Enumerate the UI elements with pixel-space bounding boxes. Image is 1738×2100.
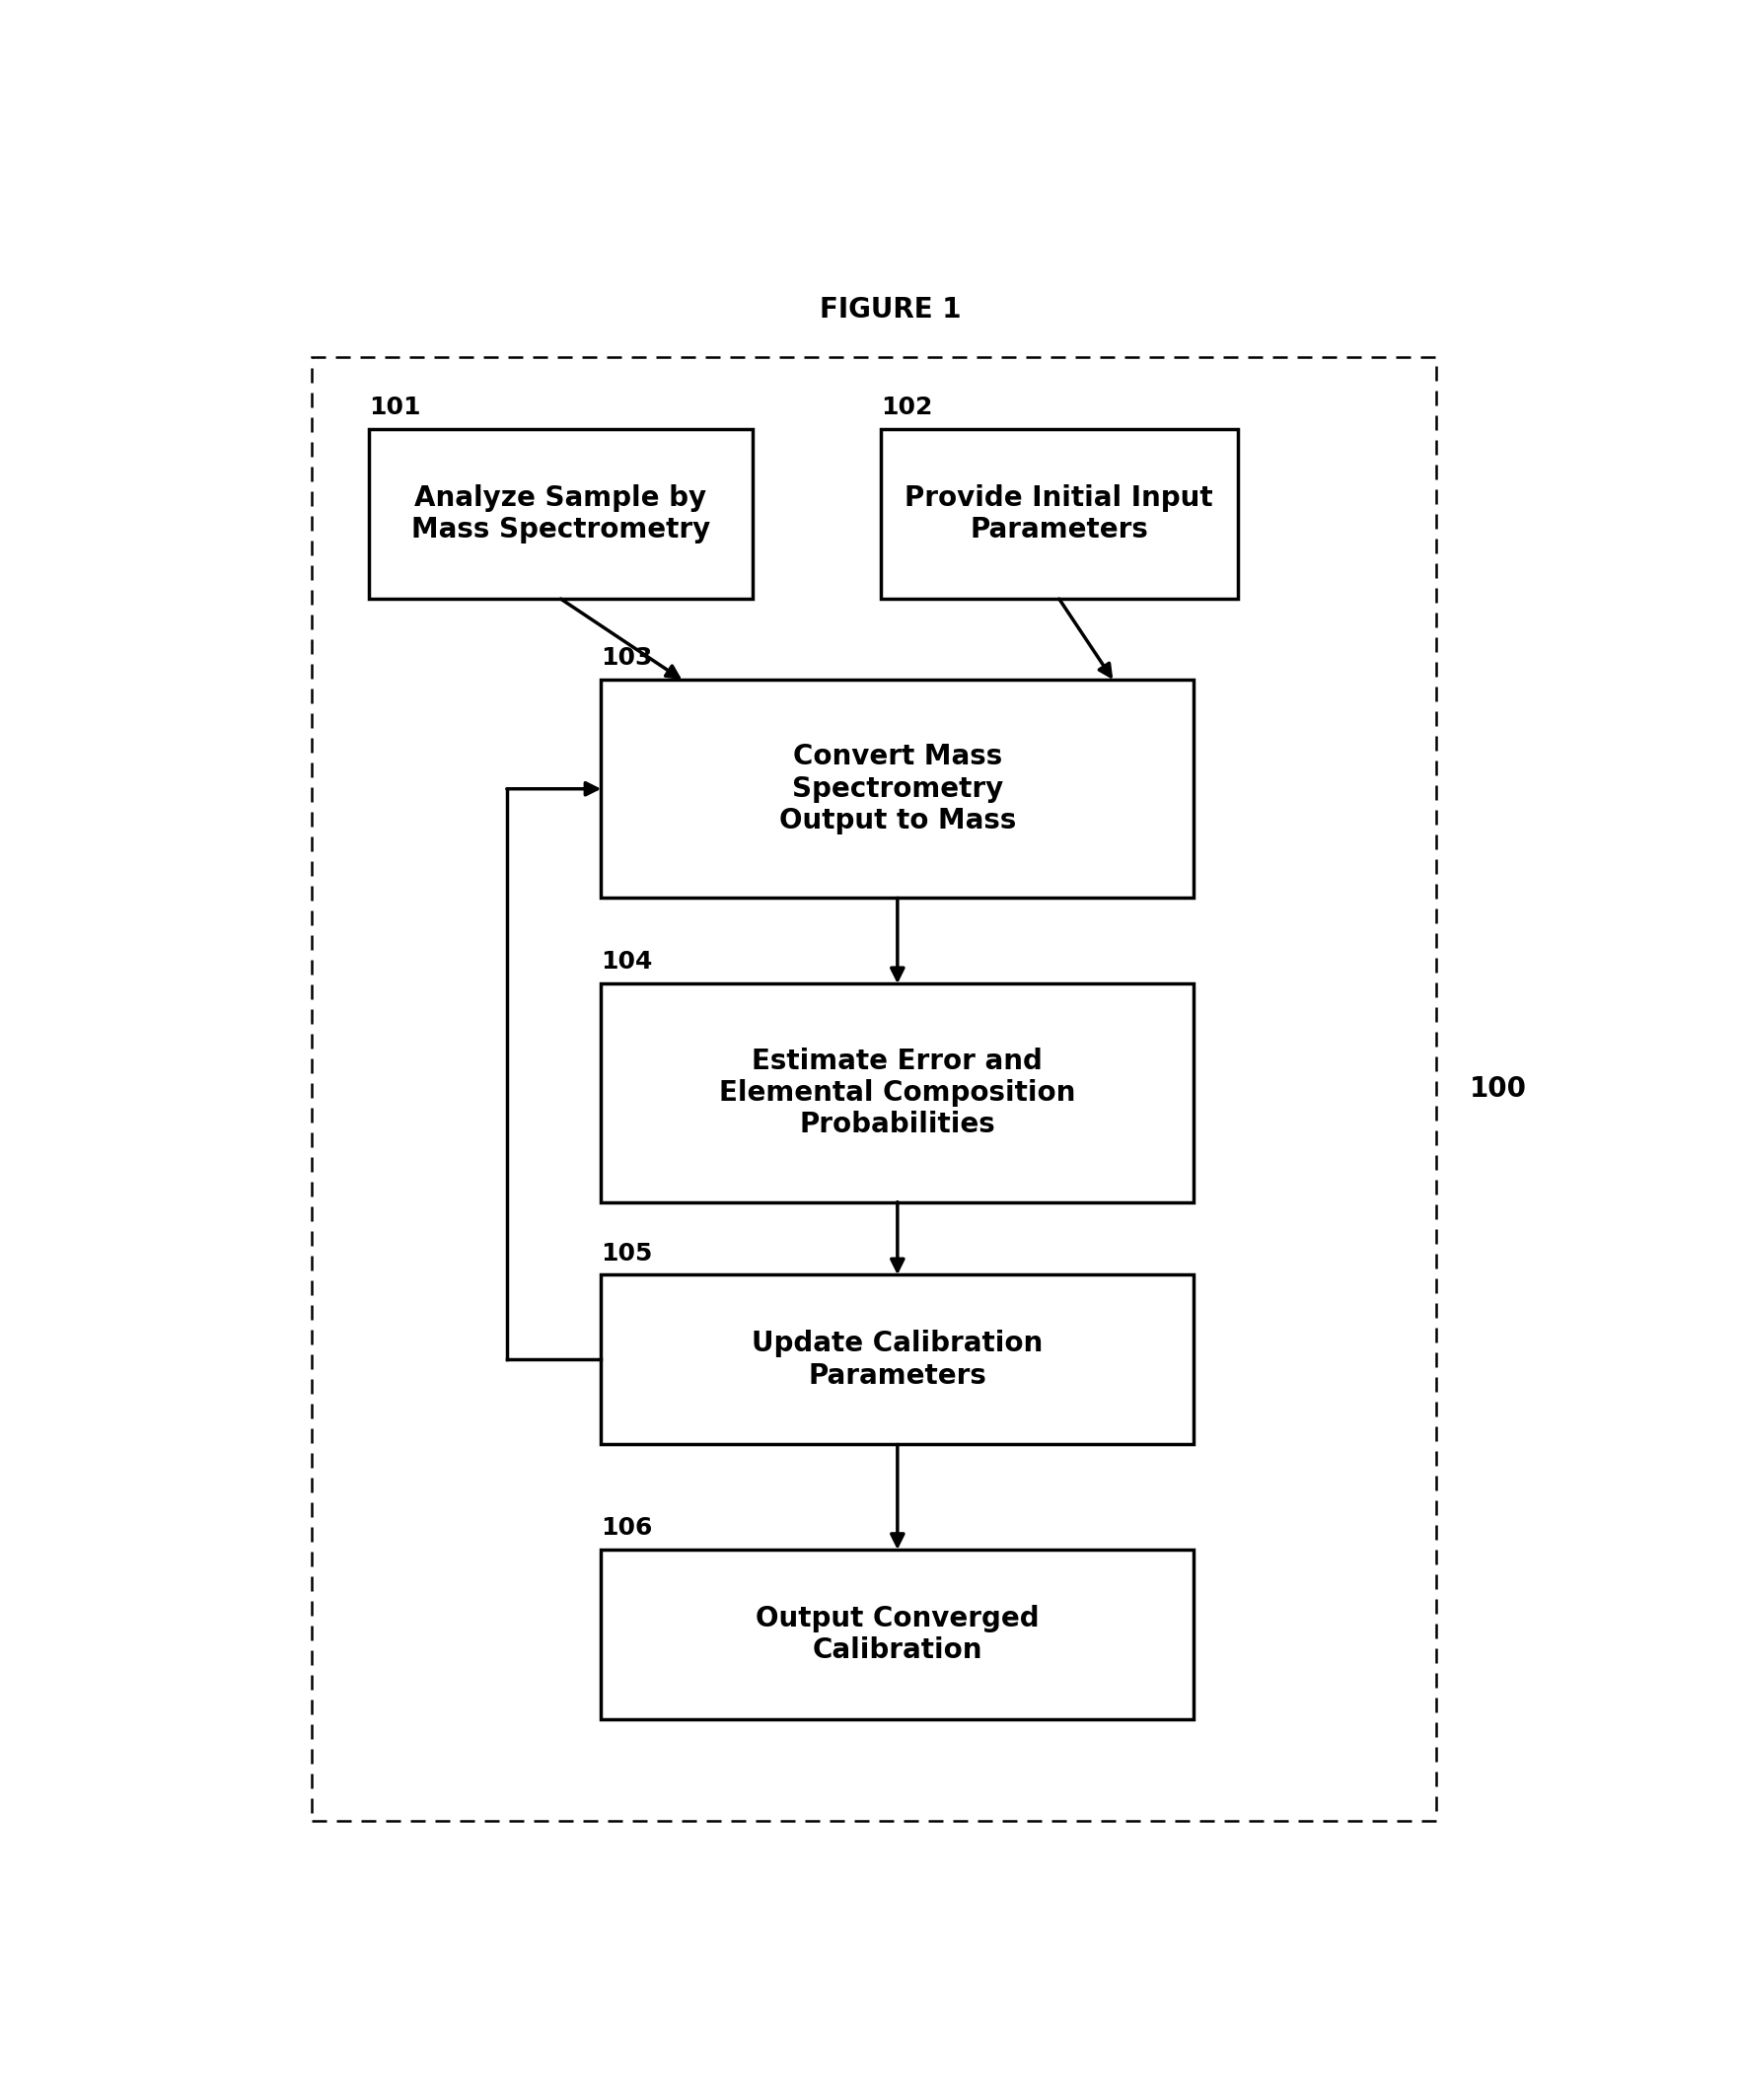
Text: 103: 103 <box>601 647 653 670</box>
Bar <box>601 983 1194 1201</box>
Text: 102: 102 <box>881 395 932 420</box>
Text: 106: 106 <box>601 1516 653 1539</box>
Text: 101: 101 <box>368 395 421 420</box>
Text: 100: 100 <box>1470 1075 1528 1103</box>
Text: Convert Mass
Spectrometry
Output to Mass: Convert Mass Spectrometry Output to Mass <box>779 743 1017 834</box>
Text: Analyze Sample by
Mass Spectrometry: Analyze Sample by Mass Spectrometry <box>412 485 711 544</box>
Text: 104: 104 <box>601 951 653 974</box>
Text: Update Calibration
Parameters: Update Calibration Parameters <box>753 1329 1043 1390</box>
Text: 105: 105 <box>601 1241 653 1264</box>
Text: Estimate Error and
Elemental Composition
Probabilities: Estimate Error and Elemental Composition… <box>720 1048 1076 1138</box>
Text: FIGURE 1: FIGURE 1 <box>820 296 961 323</box>
Bar <box>601 680 1194 899</box>
Text: Provide Initial Input
Parameters: Provide Initial Input Parameters <box>905 485 1213 544</box>
Bar <box>881 428 1237 598</box>
Text: Output Converged
Calibration: Output Converged Calibration <box>756 1604 1039 1665</box>
Bar <box>368 428 753 598</box>
Bar <box>601 1550 1194 1720</box>
Bar <box>601 1275 1194 1445</box>
Bar <box>311 357 1436 1821</box>
